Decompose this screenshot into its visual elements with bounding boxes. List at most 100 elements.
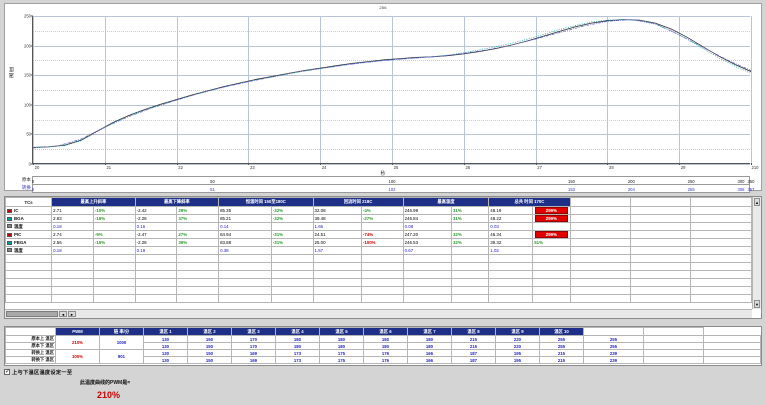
measurements-cell[interactable]: 0.18 [51, 222, 94, 231]
measurements-cell-empty[interactable] [532, 278, 571, 287]
table-row-empty[interactable] [5, 262, 752, 271]
measurements-cell-empty[interactable] [134, 294, 178, 303]
measurements-cell-empty[interactable] [450, 286, 490, 295]
measurements-row-label-cell[interactable]: BGA [5, 214, 53, 223]
measurements-cell-empty[interactable] [569, 222, 632, 231]
measurements-cell-empty[interactable] [532, 286, 571, 295]
measurements-cell-empty[interactable] [5, 270, 53, 279]
measurements-cell-empty[interactable] [176, 286, 220, 295]
measurements-cell[interactable]: 84.94 [218, 230, 272, 239]
zone-temperature-cell[interactable]: 255 [583, 335, 644, 343]
measurements-cell[interactable]: 37% [176, 214, 220, 223]
measurements-cell[interactable]: 299% [532, 206, 571, 215]
measurements-cell-empty[interactable] [312, 278, 362, 287]
measurements-cell-empty[interactable] [92, 262, 136, 271]
chart-plot-area[interactable]: 0 50 100 150 200 250 20 21 22 23 24 25 26 27 28 29 210 [24, 14, 759, 171]
zone-temperature-cell[interactable]: 173 [275, 356, 320, 364]
measurements-cell-empty[interactable] [176, 294, 220, 303]
measurements-cell[interactable]: -2.28 [134, 238, 178, 247]
measurements-cell-empty[interactable] [5, 294, 53, 303]
measurements-cell-empty[interactable] [134, 270, 178, 279]
measurements-cell[interactable]: -74% [360, 230, 404, 239]
measurements-cell[interactable] [532, 222, 571, 231]
zone-temperature-cell[interactable]: 187 [451, 356, 496, 364]
measurements-cell-empty[interactable] [569, 270, 632, 279]
measurements-cell-empty[interactable] [51, 262, 94, 271]
table-row[interactable]: IC 2.71 -10% -2.42 29% 85.35 -32% 32.08 -4% 246.9… [5, 206, 752, 215]
measurements-cell-empty[interactable] [690, 262, 752, 271]
measurements-cell[interactable]: 0.08 [402, 222, 452, 231]
zone-temperature-cell[interactable]: 220 [495, 335, 540, 343]
measurements-cell-empty[interactable] [569, 262, 632, 271]
measurements-cell[interactable]: 246.99 [402, 206, 452, 215]
measurements-cell[interactable]: 2.71 [51, 206, 94, 215]
zone-settings-row[interactable]: 原本下 温区 130 150 170 180 180 180 180 215 220 255 255 [5, 342, 761, 350]
measurements-cell-empty[interactable] [450, 270, 490, 279]
zone-temperature-cell[interactable]: 166 [407, 356, 452, 364]
table-row-empty[interactable] [5, 294, 752, 303]
measurements-cell-empty[interactable] [5, 286, 53, 295]
zone-temperature-cell[interactable]: 180 [363, 335, 408, 343]
measurements-cell-empty[interactable] [270, 262, 314, 271]
zone-temperature-cell[interactable]: 255 [539, 342, 584, 350]
measurements-cell[interactable]: 39% [176, 238, 220, 247]
measurements-cell[interactable]: -100% [360, 238, 404, 247]
scroll-left-arrow-icon[interactable]: ◄ [59, 311, 67, 317]
measurements-cell[interactable] [360, 246, 404, 255]
table-row[interactable]: FBGA 2.56 -15% -2.28 39% 83.88 -31% 25.00 -100% 2… [5, 238, 752, 247]
measurements-cell[interactable]: -10% [92, 206, 136, 215]
measurements-cell[interactable] [450, 246, 490, 255]
measurements-cell-empty[interactable] [51, 254, 94, 263]
measurements-cell-empty[interactable] [360, 254, 404, 263]
measurements-cell-empty[interactable] [134, 254, 178, 263]
zone-settings-column-header[interactable]: 温区 6 [363, 327, 408, 336]
measurements-cell-empty[interactable] [629, 286, 692, 295]
measurements-vertical-scrollbar[interactable]: ▲ ▼ [752, 197, 761, 309]
measurements-cell-empty[interactable] [134, 278, 178, 287]
measurements-cell-empty[interactable] [629, 246, 692, 255]
measurements-cell-empty[interactable] [51, 294, 94, 303]
measurements-cell[interactable]: 0.16 [134, 222, 178, 231]
zone-settings-column-header-empty[interactable] [643, 327, 704, 336]
measurements-cell[interactable]: 0.67 [402, 246, 452, 255]
measurements-cell-empty[interactable] [176, 278, 220, 287]
zone-temperature-cell[interactable]: 176 [363, 356, 408, 364]
measurements-cell[interactable]: 48.22 [488, 214, 534, 223]
zone-settings-cell-empty[interactable] [703, 356, 761, 364]
zone-temperature-cell[interactable]: 169 [231, 356, 276, 364]
measurements-cell-empty[interactable] [218, 262, 272, 271]
measurements-cell-empty[interactable] [270, 254, 314, 263]
measurements-column-header-empty[interactable] [690, 197, 752, 207]
measurements-cell[interactable]: 1.66 [312, 222, 362, 231]
zone-temperature-cell[interactable]: 215 [539, 356, 584, 364]
measurements-cell-empty[interactable] [402, 286, 452, 295]
measurements-cell-empty[interactable] [629, 222, 692, 231]
measurements-cell-empty[interactable] [532, 270, 571, 279]
measurements-cell-empty[interactable] [690, 230, 752, 239]
zone-temperature-cell[interactable]: 215 [539, 349, 584, 357]
measurements-cell-empty[interactable] [270, 286, 314, 295]
measurements-cell-empty[interactable] [218, 278, 272, 287]
measurements-cell[interactable]: -4% [360, 206, 404, 215]
zone-temperature-cell[interactable]: 180 [319, 335, 364, 343]
zone-settings-column-header[interactable]: 温区 8 [451, 327, 496, 336]
measurements-cell-empty[interactable] [569, 278, 632, 287]
measurements-cell[interactable]: 0.03 [488, 222, 534, 231]
measurements-cell-empty[interactable] [690, 246, 752, 255]
measurements-cell-empty[interactable] [218, 294, 272, 303]
measurements-cell-empty[interactable] [488, 286, 534, 295]
zone-settings-column-header[interactable] [5, 327, 56, 336]
measurements-cell-empty[interactable] [450, 254, 490, 263]
measurements-cell-empty[interactable] [690, 286, 752, 295]
zone-temperature-cell[interactable]: 180 [407, 342, 452, 350]
measurements-cell[interactable]: 32% [450, 238, 490, 247]
measurements-cell-empty[interactable] [629, 206, 692, 215]
measurements-cell[interactable]: 29% [176, 206, 220, 215]
measurements-cell[interactable]: 51% [532, 238, 571, 247]
measurements-cell-empty[interactable] [134, 262, 178, 271]
measurements-cell-empty[interactable] [360, 270, 404, 279]
measurements-horizontal-scrollbar[interactable]: ◄ ► [5, 309, 752, 318]
measurements-cell-empty[interactable] [569, 238, 632, 247]
measurements-cell-empty[interactable] [569, 246, 632, 255]
measurements-column-header[interactable]: 最高上升斜率 [51, 197, 136, 207]
